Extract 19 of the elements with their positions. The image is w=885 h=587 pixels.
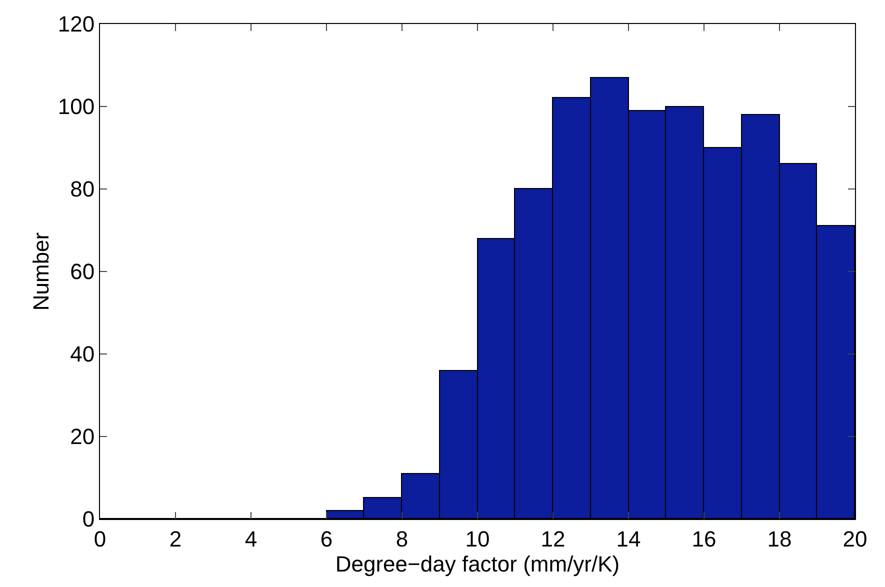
x-tick-label: 16 [692, 526, 716, 552]
x-tick-label: 4 [244, 526, 258, 552]
y-tick-label: 120 [58, 12, 95, 37]
x-tick-label: 2 [169, 526, 182, 552]
y-tick-label: 40 [70, 342, 95, 367]
x-tick-label: 20 [842, 526, 868, 552]
y-tick-label: 100 [58, 94, 95, 120]
x-tick-label: 8 [396, 526, 408, 552]
y-tick-label: 80 [70, 176, 95, 202]
x-tick-label: 10 [465, 526, 490, 552]
x-tick-label: 6 [320, 526, 333, 552]
y-tick-label: 20 [70, 424, 95, 450]
y-tick-label: 0 [82, 506, 95, 532]
x-tick-label: 18 [767, 526, 792, 552]
x-axis-title: Degree−day factor (mm/yr/K) [335, 551, 620, 576]
y-tick-label: 60 [70, 259, 95, 284]
x-tick-label: 12 [540, 526, 566, 552]
x-tick-label: 14 [616, 526, 641, 552]
y-axis-title: Number [28, 232, 54, 311]
